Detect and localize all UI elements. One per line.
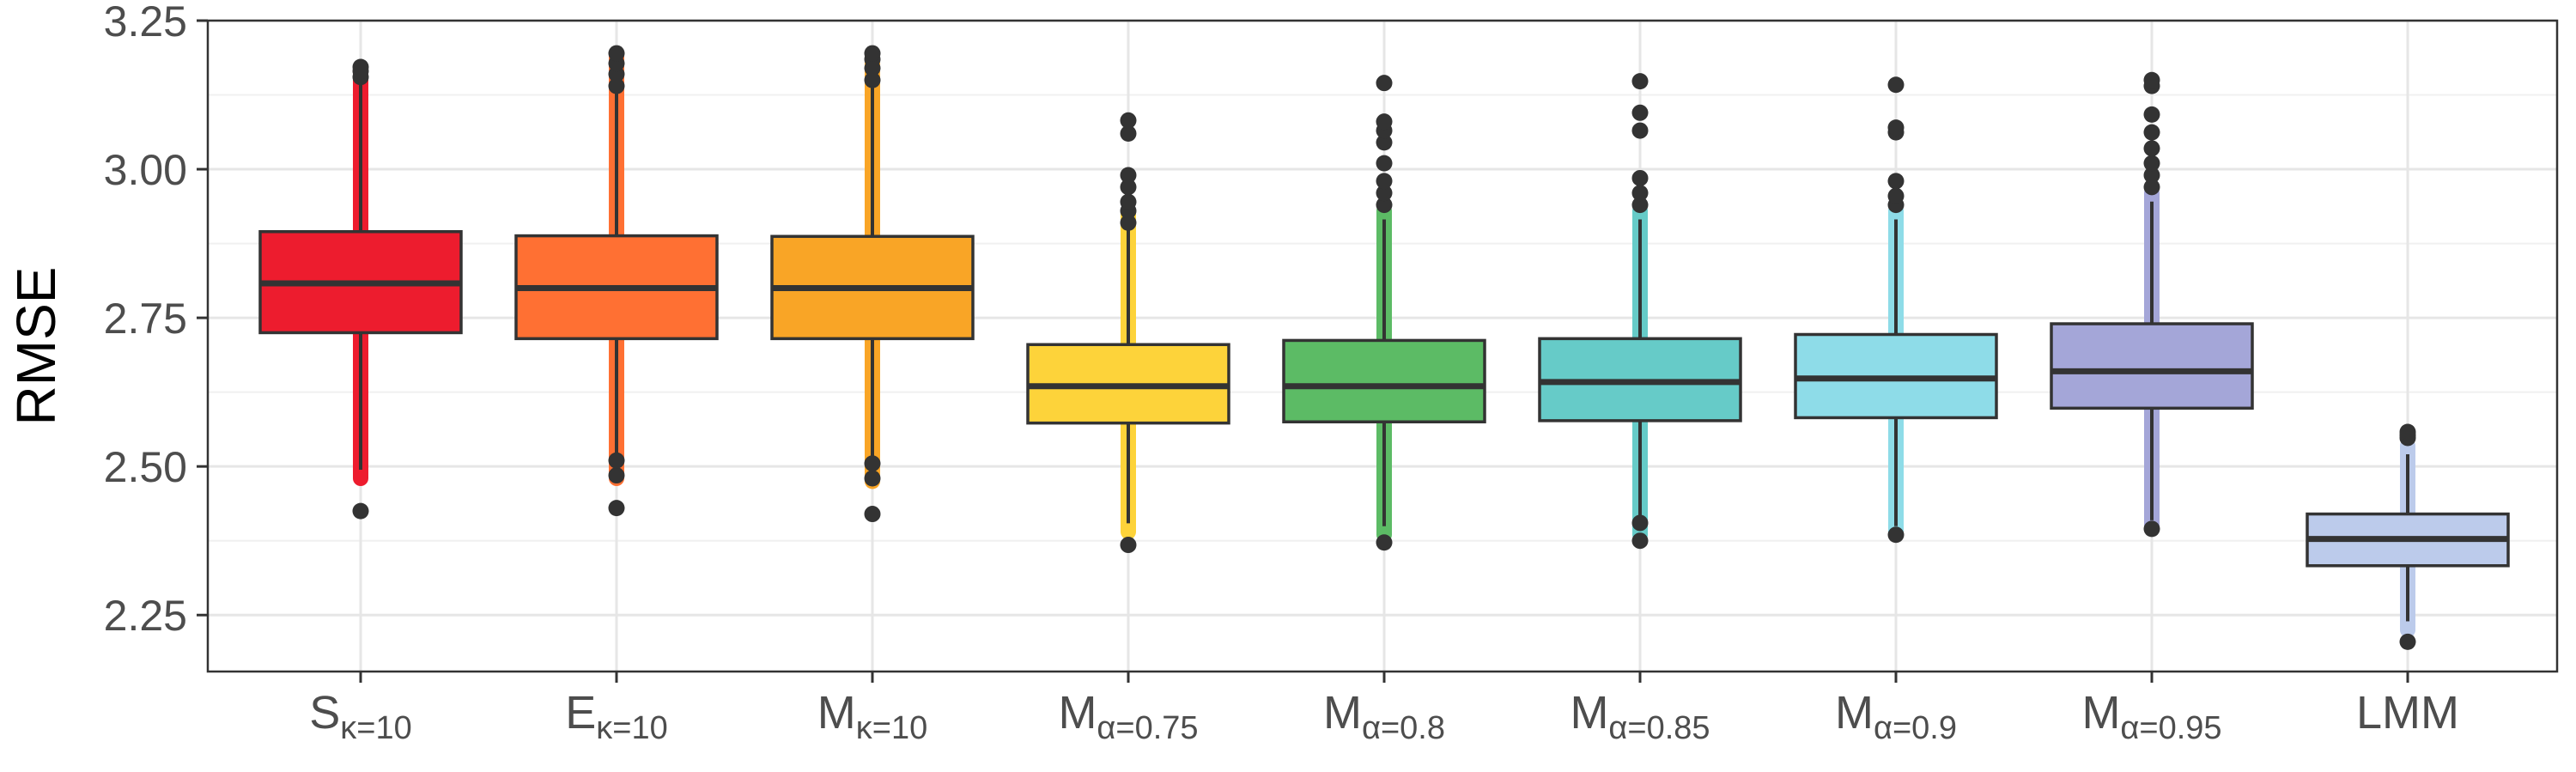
outlier-point [1631,514,1649,532]
outlier-point [1120,112,1137,129]
x-axis: Sκ=10 Eκ=10 Mκ=10 Mα=0.75 Mα=0.8 Mα=0.85 Mα=0.… [309,672,2459,746]
outlier-point [608,500,625,517]
plot-panel-border [206,19,2559,673]
outlier-point [1120,167,1137,184]
outlier-point [864,506,881,523]
outlier-point [1631,185,1649,202]
outlier-point [352,58,369,76]
outlier-point [864,455,881,472]
outlier-point [608,45,625,62]
x-tick-label-base: M [817,687,856,739]
outlier-point [1631,122,1649,139]
outlier-point [1631,169,1649,186]
x-tick-label: Mα=0.8 [1323,687,1445,746]
x-tick-label: Sκ=10 [309,687,412,746]
x-tick-label: Mα=0.95 [2081,687,2221,746]
outlier-point [2143,520,2160,538]
outlier-point [1887,173,1905,190]
x-tick-label-subscript: κ=10 [596,710,667,746]
x-tick-label-base: M [1835,687,1874,739]
outlier-point [864,71,881,88]
outlier-point [608,77,625,94]
outlier-point [864,470,881,487]
outlier-point [1120,125,1137,143]
y-tick-label: 2.25 [104,592,187,640]
box-iqr [1282,338,1486,424]
y-tick-label: 3.00 [104,146,187,194]
x-tick-label: Mα=0.85 [1570,687,1710,746]
box-group [2050,71,2254,538]
box-group [770,45,975,523]
box-iqr [2050,322,2254,410]
outlier-point [1376,185,1393,202]
x-tick-label-base: M [1570,687,1608,739]
outlier-point [1631,197,1649,214]
outlier-point [1887,119,1905,137]
outlier-point [2143,167,2160,184]
outlier-point [1376,134,1393,151]
y-tick-label: 3.25 [104,0,187,46]
outlier-point [352,502,369,520]
outlier-point [1376,155,1393,172]
box-group [1794,76,1998,544]
x-tick-label-subscript: α=0.95 [2120,710,2221,746]
x-tick-label-base: E [565,687,596,739]
x-tick-label-base: S [309,687,340,739]
box-group [1538,73,1742,550]
x-tick-label: Eκ=10 [565,687,668,746]
outlier-point [1120,214,1137,231]
x-tick-label: LMM [2356,687,2459,739]
box-group [2306,423,2510,650]
box-group [1026,112,1230,554]
box-group [258,58,463,520]
outlier-point [1887,187,1905,204]
outlier-point [2399,633,2416,650]
x-tick-label-subscript: κ=10 [340,710,411,746]
outlier-point [1376,113,1393,131]
x-tick-label-base: M [1323,687,1362,739]
x-tick-label-subscript: κ=10 [856,710,927,746]
box-series [258,45,2510,650]
box-group [514,45,719,517]
outlier-point [608,467,625,484]
outlier-point [2399,423,2416,441]
outlier-point [2143,140,2160,157]
x-tick-label-base: LMM [2356,687,2459,739]
outlier-point [864,45,881,62]
x-tick-label-subscript: α=0.9 [1874,710,1957,746]
x-tick-label: Mα=0.75 [1058,687,1198,746]
outlier-point [1887,526,1905,544]
x-tick-label-base: M [2081,687,2120,739]
y-tick-label: 2.50 [104,443,187,491]
x-tick-label-base: M [1058,687,1097,739]
outlier-point [608,452,625,469]
outlier-point [2143,124,2160,141]
outlier-point [1631,104,1649,121]
outlier-point [1631,73,1649,90]
box-group [1282,75,1486,551]
outlier-point [1887,76,1905,94]
outlier-point [1120,193,1137,210]
y-axis-title: RMSE [5,267,67,426]
outlier-point [1631,532,1649,550]
outlier-point [2143,71,2160,88]
outlier-point [2143,155,2160,172]
x-tick-label: Mα=0.9 [1835,687,1957,746]
x-tick-label: Mκ=10 [817,687,927,746]
outlier-point [2143,179,2160,196]
y-tick-label: 2.75 [104,295,187,343]
x-tick-label-subscript: α=0.8 [1362,710,1445,746]
y-axis: 2.25 2.50 2.75 3.00 3.25 [104,0,208,640]
outlier-point [1376,534,1393,551]
outlier-point [1376,197,1393,214]
x-tick-label-subscript: α=0.75 [1097,710,1198,746]
x-tick-label-subscript: α=0.85 [1608,710,1710,746]
outlier-point [1376,173,1393,190]
outlier-point [1376,75,1393,92]
outlier-point [2143,106,2160,123]
outlier-point [1120,179,1137,196]
outlier-point [1120,537,1137,554]
